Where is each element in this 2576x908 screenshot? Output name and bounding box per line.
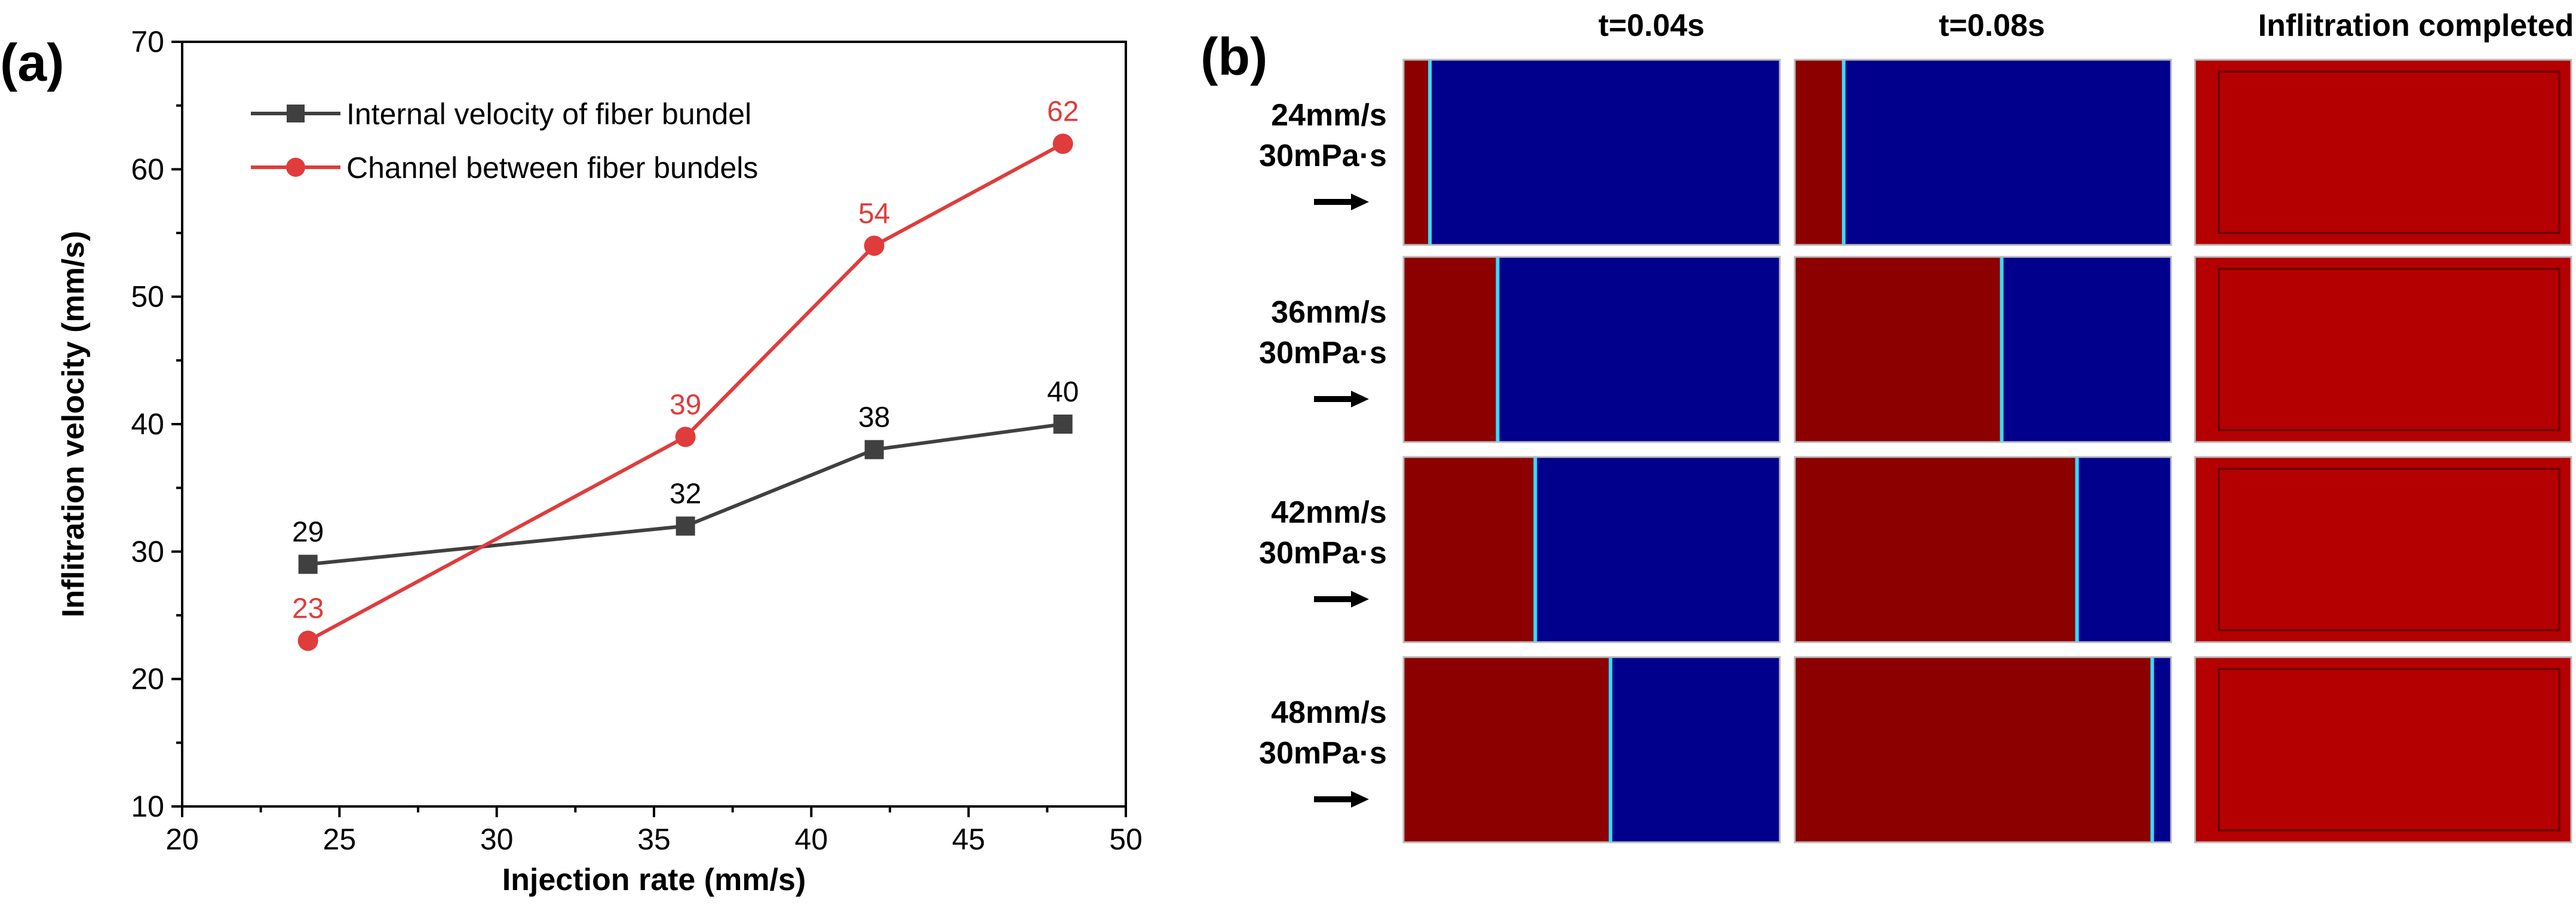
legend: Internal velocity of fiber bundel Channe… — [251, 97, 758, 185]
simulation-cell-air — [1404, 60, 1780, 245]
column-header-t004: t=0.04s — [1598, 8, 1705, 43]
y-tick-label: 60 — [131, 152, 164, 186]
simulation-cell-frame — [2194, 656, 2572, 843]
simulation-cell-frame — [1402, 456, 1781, 643]
flow-arrow-icon — [1351, 791, 1369, 808]
series-1-point — [864, 235, 885, 256]
series-0-point — [864, 440, 884, 459]
simulation-cell-frame — [1402, 59, 1781, 246]
series-0-point — [676, 516, 695, 536]
x-axis-title: Injection rate (mm/s) — [502, 863, 806, 897]
simulation-cell-frame — [1402, 256, 1781, 443]
simulation-grid: t=0.04s t=0.08s Inflitration completed 2… — [1259, 8, 2574, 843]
data-label: 23 — [292, 593, 324, 625]
simulation-cell-completed — [2195, 257, 2571, 442]
simulation-cell-frame — [2194, 59, 2572, 246]
row-label-viscosity: 30mPa·s — [1259, 736, 1387, 771]
legend-marker-internal — [287, 105, 305, 122]
flow-arrow-icon — [1351, 391, 1369, 407]
y-axis-title: Inflitration velocity (mm/s) — [56, 231, 91, 617]
simulation-cell-resin — [1404, 257, 1498, 442]
simulation-cell-frame — [1794, 456, 2172, 643]
series-line-0 — [308, 422, 1064, 566]
simulation-cell-resin — [1795, 457, 2077, 642]
simulation-cell-frame — [2194, 456, 2572, 643]
data-label: 39 — [670, 389, 701, 421]
data-label: 38 — [858, 402, 890, 434]
simulation-cell-resin — [1404, 457, 1536, 642]
row-label-viscosity: 30mPa·s — [1259, 139, 1387, 173]
column-header-completed: Inflitration completed — [2258, 8, 2574, 43]
row-label-rate: 48mm/s — [1271, 695, 1387, 730]
data-label: 54 — [858, 198, 890, 229]
row-label-rate: 36mm/s — [1271, 295, 1387, 330]
y-tick-label: 50 — [131, 280, 164, 314]
data-label: 32 — [670, 478, 701, 510]
x-tick-label: 50 — [1109, 823, 1143, 856]
y-tick-label: 20 — [131, 662, 164, 696]
simulation-cell-completed — [2195, 457, 2571, 642]
x-tick-label: 30 — [480, 823, 514, 856]
x-tick-label: 20 — [165, 823, 199, 856]
simulation-cell-resin — [1795, 60, 1844, 245]
legend-marker-channel — [286, 158, 305, 177]
row-label-rate: 24mm/s — [1271, 98, 1387, 133]
simulation-rows: 24mm/s30mPa·s36mm/s30mPa·s42mm/s30mPa·s4… — [1259, 59, 2572, 843]
panel-b-label: (b) — [1201, 27, 1267, 86]
y-tick-label: 10 — [131, 790, 164, 823]
series-1-point — [1052, 133, 1073, 154]
data-label: 29 — [292, 517, 324, 548]
simulation-cell-frame — [1794, 256, 2172, 443]
row-label-viscosity: 30mPa·s — [1259, 336, 1387, 370]
simulation-row: 42mm/s 30mPa·s — [1259, 456, 2572, 643]
completed-inner-frame — [2218, 70, 2560, 234]
row-label-viscosity: 30mPa·s — [1259, 536, 1387, 570]
flow-arrow-icon — [1351, 591, 1369, 608]
completed-inner-frame — [2218, 268, 2560, 431]
y-tick-label: 30 — [131, 535, 164, 568]
series-markers — [297, 133, 1073, 651]
data-label: 40 — [1047, 376, 1079, 408]
simulation-cell-frame — [1402, 656, 1781, 843]
series-1-point — [297, 630, 318, 651]
legend-label-internal: Internal velocity of fiber bundel — [346, 97, 751, 131]
simulation-cell-air — [1795, 60, 2171, 245]
x-tick-label: 25 — [323, 823, 357, 856]
completed-inner-frame — [2218, 468, 2560, 631]
series-0-point — [298, 554, 318, 574]
simulation-cell-frame — [1794, 656, 2172, 843]
column-header-t008: t=0.08s — [1939, 8, 2045, 43]
simulation-cell-frame — [2194, 256, 2572, 443]
simulation-cell-resin — [1404, 60, 1430, 245]
x-tick-label: 45 — [952, 823, 985, 856]
series-0-point — [1053, 415, 1073, 434]
data-labels: 29 32 38 40 23 39 54 62 — [292, 96, 1079, 625]
simulation-cell-completed — [2195, 657, 2571, 842]
completed-inner-frame — [2218, 668, 2560, 832]
simulation-cell-completed — [2195, 60, 2571, 245]
simulation-cell-resin — [1795, 257, 2002, 442]
simulation-cell-resin — [1795, 657, 2153, 842]
x-tick-label: 35 — [637, 823, 671, 856]
series-line-1 — [307, 142, 1064, 643]
y-tick-label: 70 — [131, 25, 164, 59]
simulation-row: 36mm/s 30mPa·s — [1259, 256, 2572, 443]
series-1-point — [675, 427, 696, 447]
x-tick-label: 40 — [795, 823, 828, 856]
data-label: 62 — [1047, 96, 1079, 128]
simulation-row: 24mm/s 30mPa·s — [1259, 59, 2572, 246]
series-lines — [307, 142, 1064, 643]
flow-arrow-icon — [1351, 194, 1369, 210]
panel-a-label: (a) — [0, 33, 65, 92]
legend-label-channel: Channel between fiber bundels — [346, 151, 758, 185]
simulation-cell-resin — [1404, 657, 1611, 842]
simulation-cell-frame — [1794, 59, 2172, 246]
row-label-rate: 42mm/s — [1271, 495, 1387, 530]
y-tick-label: 40 — [131, 407, 164, 441]
simulation-row: 48mm/s 30mPa·s — [1259, 656, 2572, 843]
